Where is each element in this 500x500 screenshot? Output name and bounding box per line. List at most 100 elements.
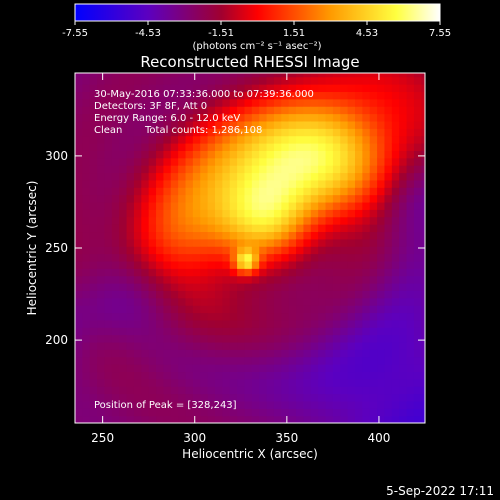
heatmap-cell	[355, 341, 363, 350]
heatmap-cell	[355, 128, 363, 137]
heatmap-cell	[355, 290, 363, 299]
heatmap-cell	[296, 268, 305, 277]
heatmap-cell	[215, 305, 223, 314]
heatmap-cell	[126, 128, 135, 137]
heatmap-cell	[148, 143, 157, 151]
heatmap-cell	[192, 319, 201, 328]
heatmap-cell	[215, 386, 223, 395]
heatmap-cell	[215, 268, 223, 277]
heatmap-cell	[82, 327, 91, 336]
heatmap-cell	[141, 187, 150, 196]
heatmap-cell	[237, 356, 246, 365]
heatmap-cell	[259, 297, 268, 306]
heatmap-cell	[259, 238, 268, 247]
heatmap-cell	[200, 209, 209, 218]
heatmap-cell	[222, 106, 231, 115]
heatmap-cell	[391, 224, 400, 233]
heatmap-cell	[222, 341, 231, 350]
heatmap-cell	[266, 216, 275, 225]
heatmap-cell	[237, 84, 246, 93]
heatmap-cell	[119, 415, 128, 423]
heatmap-cell	[259, 135, 268, 144]
heatmap-cell	[377, 201, 386, 210]
heatmap-cell	[82, 179, 91, 188]
heatmap-cell	[133, 120, 142, 129]
heatmap-cell	[170, 201, 179, 210]
heatmap-cell	[148, 98, 157, 107]
heatmap-cell	[170, 120, 179, 129]
heatmap-cell	[421, 231, 425, 240]
heatmap-cell	[310, 179, 319, 188]
heatmap-cell	[178, 84, 187, 93]
heatmap-cell	[237, 246, 246, 255]
heatmap-cell	[362, 187, 371, 196]
heatmap-cell	[75, 238, 83, 247]
heatmap-cell	[413, 364, 422, 373]
heatmap-cell	[163, 305, 172, 314]
heatmap-cell	[369, 349, 378, 358]
heatmap-cell	[222, 290, 231, 299]
heatmap-cell	[141, 253, 150, 262]
heatmap-cell	[296, 238, 305, 247]
heatmap-cell	[266, 415, 275, 423]
heatmap-cell	[170, 378, 179, 387]
heatmap-cell	[340, 290, 349, 299]
heatmap-cell	[97, 415, 106, 423]
heatmap-cell	[156, 275, 165, 284]
heatmap-cell	[310, 98, 319, 107]
heatmap-cell	[237, 187, 246, 196]
heatmap-cell	[82, 209, 91, 218]
heatmap-cell	[229, 246, 238, 255]
heatmap-cell	[310, 275, 319, 284]
heatmap-cell	[163, 297, 172, 306]
heatmap-cell	[104, 84, 113, 93]
heatmap-cell	[207, 290, 216, 299]
heatmap-cell	[340, 179, 349, 188]
heatmap-cell	[281, 91, 290, 100]
heatmap-cell	[111, 327, 120, 336]
heatmap-cell	[325, 386, 334, 395]
heatmap-cell	[399, 91, 408, 100]
heatmap-cell	[421, 165, 425, 174]
heatmap-cell	[126, 157, 135, 166]
heatmap-cell	[207, 98, 216, 107]
heatmap-cell	[347, 400, 356, 409]
colorbar	[74, 3, 441, 22]
heatmap-cell	[391, 253, 400, 262]
heatmap-cell	[310, 268, 319, 277]
heatmap-cell	[126, 334, 135, 343]
heatmap-cell	[391, 76, 400, 85]
heatmap-cell	[133, 253, 142, 262]
heatmap-cell	[215, 128, 223, 137]
heatmap-cell	[222, 157, 231, 166]
heatmap-cell	[369, 113, 378, 122]
heatmap-cell	[141, 143, 150, 151]
heatmap-cell	[303, 209, 312, 218]
heatmap-cell	[413, 268, 422, 277]
heatmap-cell	[288, 275, 297, 284]
heatmap-cell	[200, 297, 209, 306]
heatmap-cell	[111, 319, 120, 328]
heatmap-cell	[362, 157, 371, 166]
heatmap-cell	[384, 135, 393, 144]
heatmap-cell	[266, 238, 275, 247]
heatmap-cell	[369, 187, 378, 196]
heatmap-cell	[178, 179, 187, 188]
heatmap-cell	[192, 238, 201, 247]
heatmap-cell	[377, 349, 386, 358]
heatmap-cell	[377, 260, 386, 269]
annotation-detectors: Detectors: 3F 8F, Att 0	[94, 101, 207, 112]
heatmap-cell	[391, 209, 400, 218]
heatmap-cell	[406, 113, 415, 122]
heatmap-cell	[207, 238, 216, 247]
heatmap-cell	[75, 319, 83, 328]
heatmap-cell	[141, 283, 150, 291]
heatmap-cell	[355, 305, 363, 314]
heatmap-cell	[325, 143, 334, 151]
heatmap-cell	[75, 415, 83, 423]
heatmap-cell	[251, 120, 260, 129]
heatmap-cell	[325, 371, 334, 380]
heatmap-cell	[141, 231, 150, 240]
heatmap-cell	[251, 135, 260, 144]
heatmap-cell	[406, 378, 415, 387]
